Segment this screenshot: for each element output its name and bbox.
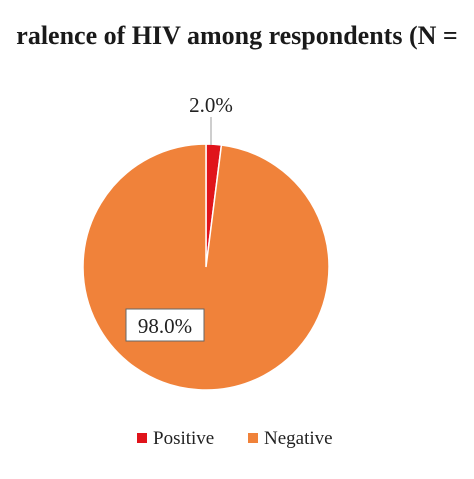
data-label-box-negative — [125, 308, 205, 342]
legend-swatch-positive — [137, 433, 147, 443]
legend-swatch-negative — [248, 433, 258, 443]
data-labels: 2.0% 98.0% — [125, 93, 233, 342]
legend: Positive Negative — [137, 428, 333, 449]
pie-slice-negative — [82, 143, 330, 391]
data-label-negative: 98.0% — [138, 314, 192, 338]
legend-label-positive: Positive — [153, 428, 214, 449]
data-label-positive: 2.0% — [189, 93, 233, 117]
pie-slices — [82, 143, 330, 391]
legend-label-negative: Negative — [264, 428, 333, 449]
chart-title: ralence of HIV among respondents (N = — [16, 21, 457, 50]
